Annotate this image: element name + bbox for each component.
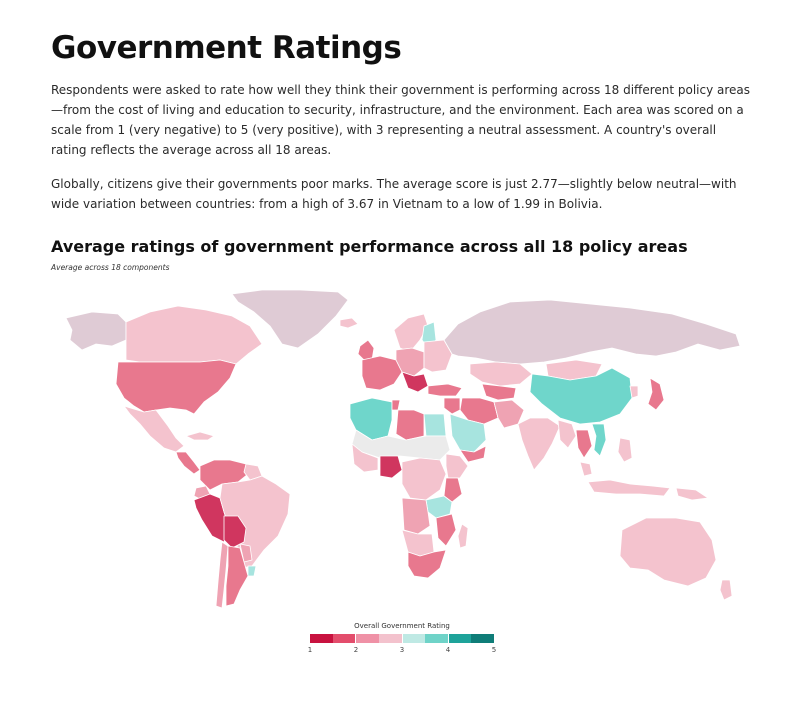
intro-paragraph: Respondents were asked to rate how well … bbox=[51, 83, 751, 157]
western-europe bbox=[361, 355, 403, 391]
egypt bbox=[423, 413, 447, 437]
malaysia bbox=[579, 461, 593, 477]
color-legend: Overall Government Rating 1 2 3 4 5 bbox=[307, 622, 497, 657]
kazakhstan bbox=[469, 361, 533, 387]
greenland bbox=[231, 289, 349, 349]
central-africa bbox=[401, 457, 447, 501]
turkey bbox=[427, 383, 463, 397]
argentina bbox=[225, 545, 249, 607]
legend-tick-label: 3 bbox=[399, 646, 405, 654]
legend-swatch bbox=[402, 634, 426, 643]
legend-swatch bbox=[448, 634, 472, 643]
legend-title: Overall Government Rating bbox=[354, 622, 450, 630]
tunisia bbox=[391, 399, 401, 411]
central-europe bbox=[395, 347, 425, 377]
thailand bbox=[575, 429, 593, 459]
west-africa bbox=[351, 443, 379, 473]
mexico bbox=[123, 405, 185, 453]
legend-tick-label: 2 bbox=[353, 646, 359, 654]
legend-tick-label: 1 bbox=[307, 646, 313, 654]
chile bbox=[215, 541, 229, 609]
legend-swatch bbox=[378, 634, 403, 643]
mozambique bbox=[435, 513, 457, 547]
japan bbox=[647, 377, 665, 411]
colombia-venezuela bbox=[199, 459, 249, 491]
nigeria bbox=[379, 455, 403, 479]
bolivia bbox=[223, 515, 247, 549]
iran bbox=[459, 397, 499, 425]
uruguay bbox=[247, 565, 257, 577]
yemen-oman bbox=[459, 445, 487, 463]
madagascar bbox=[457, 523, 469, 549]
vietnam bbox=[591, 423, 607, 457]
alaska bbox=[65, 311, 127, 351]
indonesia bbox=[587, 479, 671, 497]
russia bbox=[443, 299, 741, 365]
legend-tick-labels: 1 2 3 4 5 bbox=[307, 643, 497, 657]
new-guinea bbox=[675, 487, 709, 501]
iceland bbox=[339, 317, 359, 329]
canada bbox=[125, 305, 263, 365]
angola-zambia bbox=[401, 497, 431, 535]
australia bbox=[619, 517, 717, 587]
korea bbox=[629, 385, 639, 399]
legend-swatch bbox=[425, 634, 449, 643]
ethiopia bbox=[445, 453, 469, 479]
central-america bbox=[175, 451, 201, 475]
uk-ireland bbox=[357, 339, 375, 361]
central-asia bbox=[481, 383, 517, 401]
cuba bbox=[185, 431, 215, 441]
legend-swatch bbox=[332, 634, 357, 643]
philippines bbox=[617, 437, 633, 463]
middle-east bbox=[443, 397, 461, 415]
page-title: Government Ratings bbox=[51, 30, 402, 66]
legend-tick-label: 4 bbox=[445, 646, 451, 654]
legend-swatch bbox=[310, 634, 333, 643]
china bbox=[529, 367, 633, 425]
kenya bbox=[443, 477, 463, 503]
myanmar-bangladesh bbox=[557, 419, 577, 449]
map-subtitle: Average across 18 components bbox=[51, 263, 170, 272]
usa bbox=[115, 359, 237, 415]
summary-paragraph: Globally, citizens give their government… bbox=[51, 177, 737, 211]
south-africa bbox=[407, 549, 447, 579]
namibia-botswana bbox=[401, 529, 435, 557]
libya bbox=[395, 409, 425, 441]
legend-color-scale bbox=[310, 634, 494, 643]
legend-swatch bbox=[356, 634, 379, 643]
new-zealand bbox=[719, 579, 733, 601]
saudi-arabia bbox=[449, 413, 487, 453]
map-title: Average ratings of government performanc… bbox=[51, 237, 688, 256]
legend-swatch bbox=[471, 634, 494, 643]
world-map bbox=[65, 289, 741, 609]
india bbox=[517, 417, 561, 471]
legend-tick-label: 5 bbox=[491, 646, 497, 654]
